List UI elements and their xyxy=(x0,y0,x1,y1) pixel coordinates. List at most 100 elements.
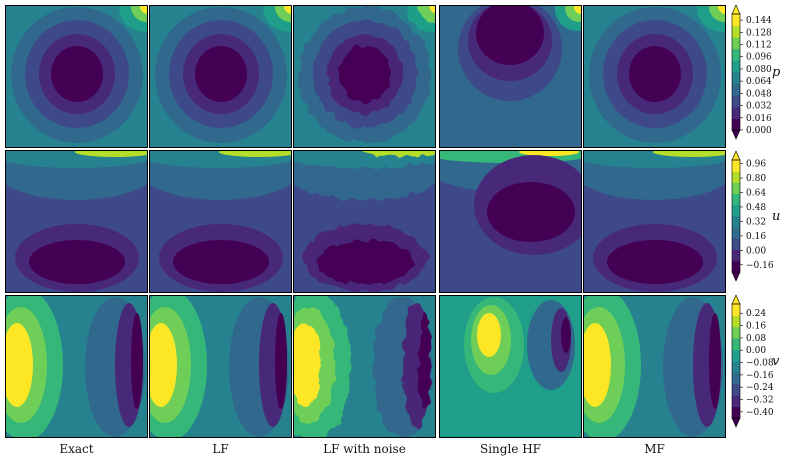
colorbar-swatch xyxy=(732,315,740,328)
colorbar-tick-label: 0.16 xyxy=(746,232,766,242)
panel-frame xyxy=(439,295,582,438)
colorbar-swatch xyxy=(732,383,740,396)
contour-level xyxy=(574,5,582,14)
panel-frame xyxy=(5,150,148,293)
colorbar-variable-label: u xyxy=(772,209,780,224)
colorbar-tick-label: −0.24 xyxy=(746,383,774,393)
colorbar-variable-label: p xyxy=(772,65,781,80)
contour-level xyxy=(5,150,148,200)
colorbar-swatch xyxy=(732,227,740,239)
colorbar-tick-label: 0.16 xyxy=(746,322,766,332)
contour-level xyxy=(131,313,143,409)
panel-frame xyxy=(149,5,292,148)
contour-level xyxy=(363,150,436,157)
colorbar-swatch xyxy=(732,160,740,172)
column-label-lf: LF xyxy=(212,442,229,456)
colorbar-swatch xyxy=(732,106,740,119)
contour-level xyxy=(219,150,292,157)
colorbar-tick-label: −0.16 xyxy=(746,261,774,271)
panel-v-exact xyxy=(5,295,148,438)
colorbar-tick-label: −0.32 xyxy=(746,396,774,406)
panel-v-lf xyxy=(149,295,292,438)
colorbar-tick-label: 0.96 xyxy=(746,160,766,170)
panel-p-exact xyxy=(5,5,148,148)
colorbar-swatch xyxy=(732,249,740,262)
colorbar-swatch xyxy=(732,406,740,419)
colorbar-tick-label: 0.48 xyxy=(746,203,766,213)
contour-level xyxy=(476,5,544,65)
contour-level xyxy=(284,5,292,14)
colorbar-extend-max xyxy=(731,150,741,161)
panel-frame xyxy=(293,5,436,148)
column-label-mf: MF xyxy=(644,442,665,456)
colorbar-swatch xyxy=(732,304,740,316)
colorbar-swatch xyxy=(732,338,740,351)
colorbar-tick-label: 0.000 xyxy=(746,126,772,136)
panel-frame xyxy=(149,150,292,293)
panel-frame xyxy=(5,5,148,148)
colorbar-swatch xyxy=(732,95,740,108)
panel-u-exact xyxy=(5,150,148,293)
colorbar-extend-max xyxy=(731,294,741,305)
colorbar-swatch xyxy=(732,361,740,373)
colorbar-extend-min xyxy=(731,417,741,428)
colorbar-swatch xyxy=(732,193,740,206)
column-label-lf-with-noise: LF with noise xyxy=(323,442,406,456)
panel-frame xyxy=(439,150,582,293)
colorbar-swatch xyxy=(732,83,740,96)
colorbar-u: 0.96 0.80 0.64 0.48 0.32 0.16 0.00 −0.16 u xyxy=(731,150,780,282)
colorbar-swatch xyxy=(732,372,740,385)
panel-frame xyxy=(583,150,726,293)
panel-v-lf-with-noise xyxy=(293,295,436,438)
contour-level xyxy=(149,150,292,200)
contour-level xyxy=(29,240,125,284)
panel-v-mf xyxy=(583,295,726,438)
contour-level xyxy=(583,150,726,200)
contour-level xyxy=(583,323,611,407)
contour-level xyxy=(561,317,571,353)
colorbar-extend-min xyxy=(731,129,741,140)
colorbar-p: 0.144 0.128 0.112 0.096 0.080 0.064 0.048 0.032… xyxy=(731,4,781,140)
colorbar-tick-label: 0.064 xyxy=(746,77,772,87)
panel-p-lf-with-noise xyxy=(293,5,436,148)
panel-u-lf-with-noise xyxy=(293,150,436,293)
colorbar-tick-label: 0.64 xyxy=(746,189,766,199)
colorbar-variable-label: v xyxy=(772,354,780,369)
contour-level xyxy=(519,150,579,156)
colorbar-swatch xyxy=(732,14,740,27)
panel-p-lf xyxy=(149,5,292,148)
contour-level xyxy=(477,313,501,357)
contour-level xyxy=(149,323,177,407)
colorbar-tick-label: 0.096 xyxy=(746,53,772,63)
colorbar-tick-label: 0.144 xyxy=(746,16,772,26)
colorbar-tick-label: −0.08 xyxy=(746,359,774,369)
panel-u-mf xyxy=(583,150,726,293)
contour-level xyxy=(317,240,413,284)
contour-level xyxy=(428,5,436,14)
contour-level xyxy=(195,46,247,102)
colorbar-tick-label: −0.40 xyxy=(746,408,774,418)
colorbar-swatch xyxy=(732,238,740,251)
panel-p-mf xyxy=(583,5,726,148)
column-label-exact: Exact xyxy=(59,442,94,456)
panel-u-lf xyxy=(149,150,292,293)
colorbar-swatch xyxy=(732,25,740,38)
colorbar-tick-label: 0.80 xyxy=(746,174,766,184)
colorbar-tick-label: 0.016 xyxy=(746,114,772,124)
panel-frame xyxy=(5,295,148,438)
panel-frame xyxy=(293,295,436,438)
colorbar-swatch xyxy=(732,216,740,228)
colorbar-extend-min xyxy=(731,271,741,282)
colorbar-tick-label: 0.00 xyxy=(746,346,766,356)
panel-frame xyxy=(583,5,726,148)
colorbar-v: 0.24 0.16 0.08 0.00 −0.08 −0.16 −0.24 −0.32 −0.4… xyxy=(731,294,780,428)
colorbar-tick-label: −0.16 xyxy=(746,371,774,381)
contour-level xyxy=(607,240,703,284)
contour-level xyxy=(419,313,431,409)
colorbar-tick-label: 0.08 xyxy=(746,334,766,344)
colorbar-swatch xyxy=(732,349,740,362)
colorbar-tick-label: 0.080 xyxy=(746,65,772,75)
panel-frame xyxy=(149,295,292,438)
colorbar-tick-label: 0.128 xyxy=(746,28,772,38)
